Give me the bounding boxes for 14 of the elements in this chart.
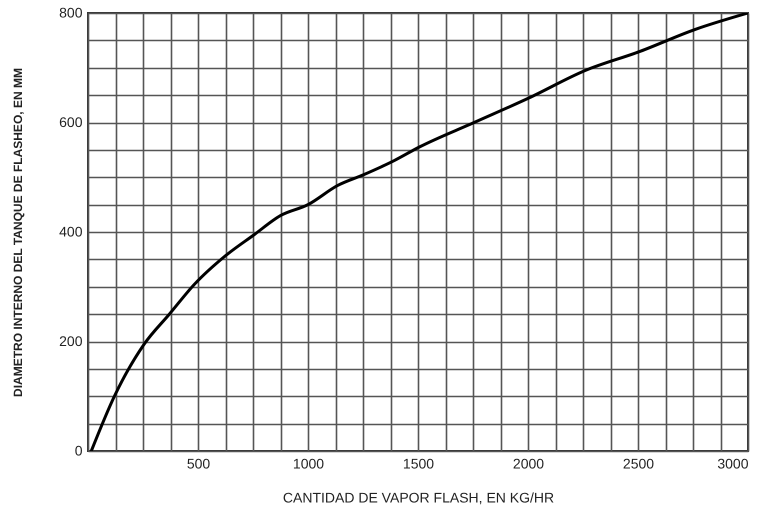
x-tick-label: 1000 — [292, 456, 324, 472]
y-tick-label: 800 — [59, 4, 83, 20]
y-tick-label: 0 — [74, 442, 83, 458]
x-axis-title: CANTIDAD DE VAPOR FLASH, EN KG/HR — [282, 490, 554, 506]
y-tick-label: 400 — [59, 224, 83, 240]
y-tick-label: 600 — [59, 114, 83, 130]
x-tick-label: 500 — [186, 456, 210, 472]
x-tick-label: 1500 — [402, 456, 434, 472]
x-tick-label: 2500 — [622, 456, 654, 472]
y-tick-label: 200 — [59, 333, 83, 349]
line-series — [90, 13, 748, 451]
x-tick-label: 2000 — [512, 456, 544, 472]
y-axis-title: DIAMETRO INTERNO DEL TANQUE DE FLASHEO, EN MM — [11, 68, 26, 397]
x-tick-label: 3000 — [717, 456, 749, 472]
